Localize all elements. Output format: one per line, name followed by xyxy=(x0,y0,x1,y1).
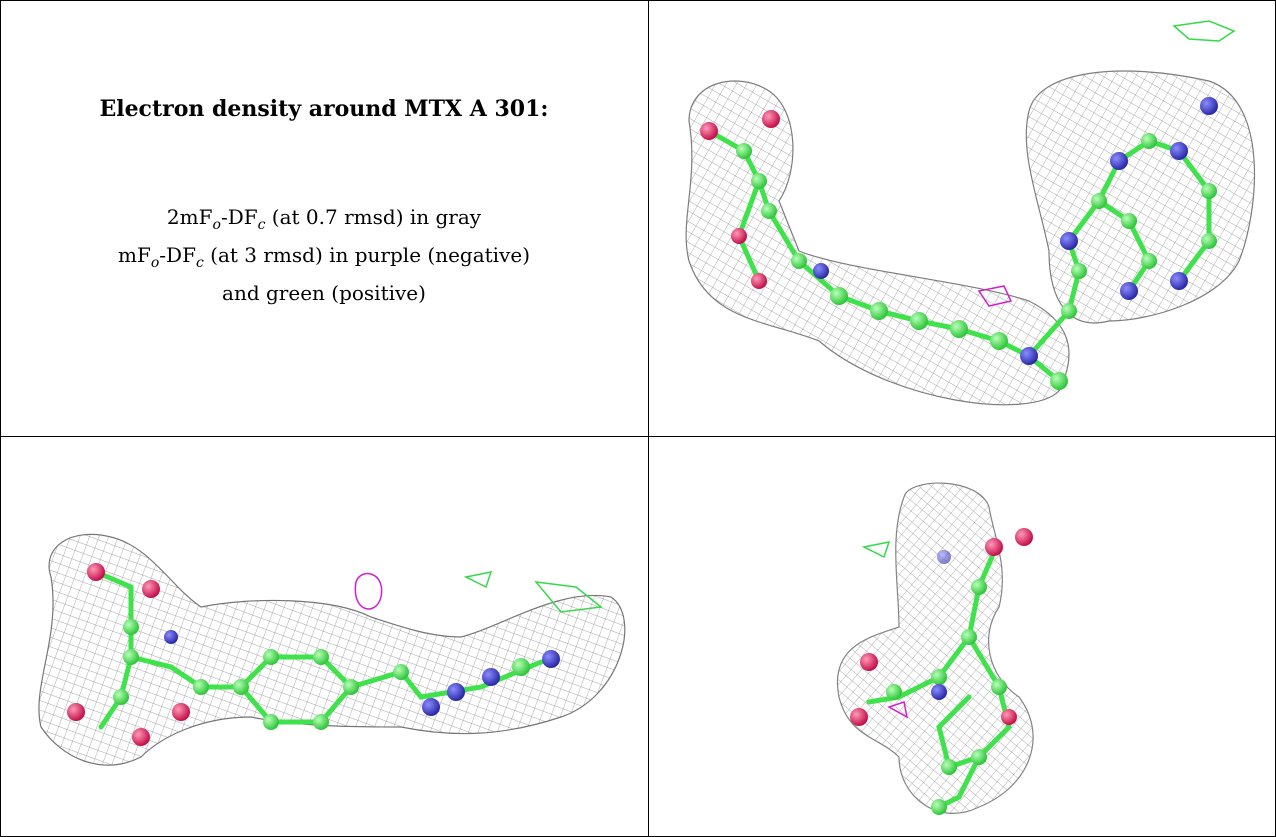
border-middle-row xyxy=(0,436,1276,437)
positive-density-blob xyxy=(1172,20,1236,42)
legend-1-suffix: (at 0.7 rmsd) in gray xyxy=(265,205,482,229)
density-render-bottom-right xyxy=(836,482,1034,815)
legend-text: 2mFo-DFc (at 0.7 rmsd) in gray mFo-DFc (… xyxy=(0,202,648,308)
legend-2-sub-o: o xyxy=(150,255,160,271)
positive-density-blob xyxy=(534,581,603,613)
mesh-blob xyxy=(1025,70,1256,324)
border-left xyxy=(0,0,1,837)
negative-density-blob xyxy=(977,285,1013,307)
view-top-right xyxy=(649,1,1275,436)
legend-2-sub-c: c xyxy=(195,255,204,271)
density-render-top-right xyxy=(685,20,1256,406)
legend-line-1: 2mFo-DFc (at 0.7 rmsd) in gray xyxy=(0,202,648,240)
positive-density-blob xyxy=(861,541,891,559)
caption-cell: Electron density around MTX A 301: 2mFo-… xyxy=(0,0,648,436)
legend-1-sub-o: o xyxy=(212,217,221,233)
view-bottom-right xyxy=(649,437,1275,836)
legend-2-suffix: (at 3 rmsd) in purple (negative) xyxy=(203,243,530,267)
atoms xyxy=(850,528,1033,815)
legend-1-mid: -DF xyxy=(220,205,258,229)
legend-line-3: and green (positive) xyxy=(222,281,426,305)
negative-density-blob xyxy=(887,701,909,719)
border-middle xyxy=(648,0,649,837)
border-top xyxy=(0,0,1276,1)
legend-1-sub-c: c xyxy=(257,217,266,233)
view-bottom-left xyxy=(1,437,648,836)
negative-density-blob xyxy=(354,572,383,610)
positive-density-blob xyxy=(463,571,493,589)
atoms xyxy=(700,97,1218,390)
mesh-blob xyxy=(836,482,1034,814)
mesh-blob xyxy=(685,80,1070,406)
legend-2-prefix: mF xyxy=(118,243,151,267)
legend-line-2: mFo-DFc (at 3 rmsd) in purple (negative) xyxy=(0,240,648,278)
density-render-bottom-left xyxy=(38,533,626,766)
figure-title: Electron density around MTX A 301: xyxy=(99,96,549,122)
legend-1-prefix: 2mF xyxy=(166,205,213,229)
legend-2-mid: -DF xyxy=(159,243,196,267)
mesh-blob xyxy=(38,533,626,766)
atoms xyxy=(67,563,560,746)
